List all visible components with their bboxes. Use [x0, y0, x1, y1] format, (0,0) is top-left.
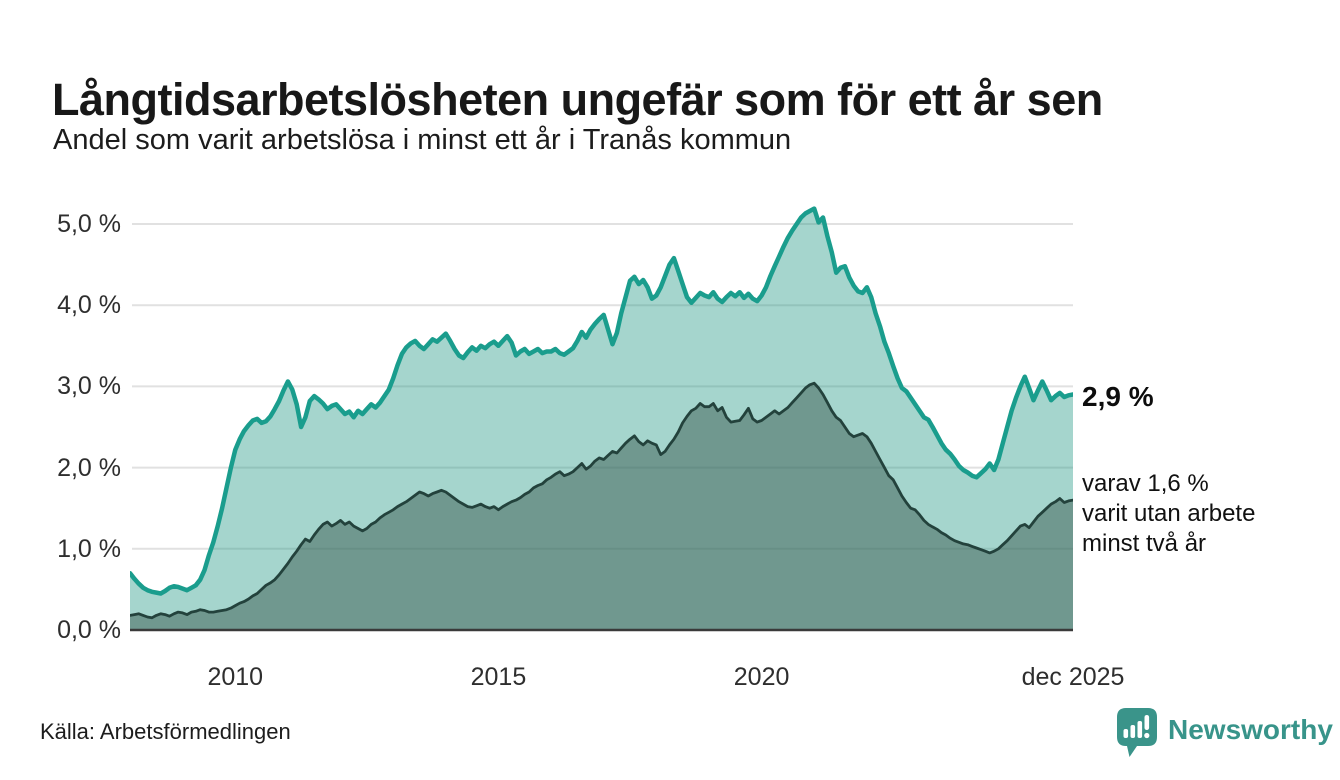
x-tick-label-2015: 2015 — [470, 663, 527, 691]
source-credit: Källa: Arbetsförmedlingen — [40, 719, 291, 744]
subset-line-2: varit utan arbete — [1082, 500, 1256, 527]
y-tick-label-3: 3,0 % — [57, 372, 121, 401]
newsworthy-bars-icon — [1117, 708, 1157, 757]
latest-value-label: 2,9 % — [1082, 381, 1154, 412]
page-title: Långtidsarbetslösheten ungefär som för e… — [52, 74, 1103, 126]
chart-svg — [130, 206, 1073, 632]
series-line-0 — [130, 206, 1073, 596]
subset-line-3: minst två år — [1082, 530, 1207, 557]
y-tick-label-4: 4,0 % — [57, 291, 121, 320]
page-subtitle: Andel som varit arbetslösa i minst ett å… — [53, 124, 792, 156]
y-tick-label-0: 0,0 % — [57, 616, 121, 644]
x-tick-label-dec-2025: dec 2025 — [1021, 663, 1125, 691]
newsworthy-logo: Newsworthy — [1115, 706, 1333, 762]
y-tick-label-2: 2,0 % — [57, 453, 121, 482]
subset-line-1: varav 1,6 % — [1082, 470, 1209, 497]
y-tick-label-5: 5,0 % — [57, 210, 121, 238]
subset-value-label: varav 1,6 % varit utan arbete minst två … — [1082, 469, 1255, 559]
series-line-1 — [130, 381, 1073, 620]
x-tick-label-2020: 2020 — [733, 663, 790, 691]
y-tick-label-1: 1,0 % — [57, 534, 121, 563]
series-area-1 — [130, 383, 1073, 630]
newsworthy-wordmark: Newsworthy — [1168, 714, 1333, 745]
x-tick-label-2010: 2010 — [207, 663, 264, 691]
